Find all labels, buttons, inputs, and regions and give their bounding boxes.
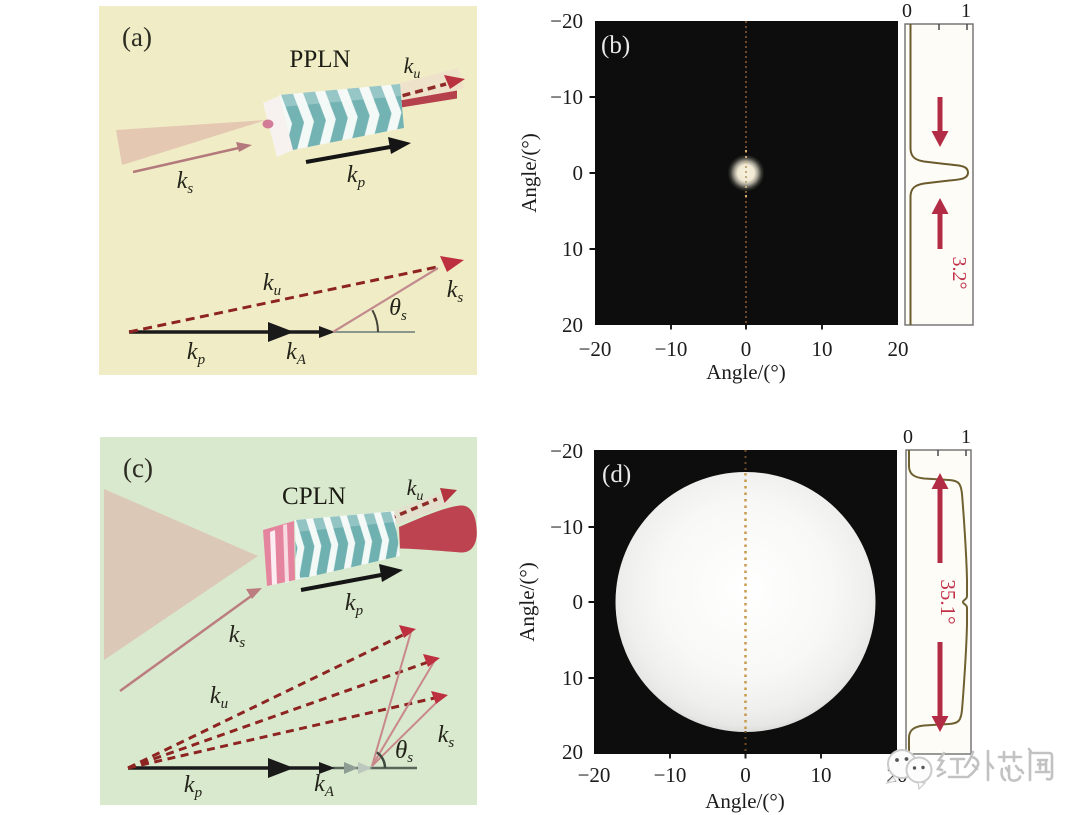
svg-text:10: 10	[812, 337, 833, 361]
svg-text:−20: −20	[550, 439, 583, 463]
svg-text:−10: −10	[550, 85, 583, 109]
svg-text:20: 20	[888, 337, 909, 361]
svg-text:20: 20	[562, 313, 583, 337]
svg-text:PPLN: PPLN	[289, 46, 350, 73]
svg-text:Angle/(°): Angle/(°)	[517, 133, 541, 213]
svg-text:(d): (d)	[602, 461, 631, 488]
svg-text:CPLN: CPLN	[282, 483, 346, 510]
svg-text:(b): (b)	[601, 32, 630, 59]
svg-text:3.2°: 3.2°	[948, 257, 970, 290]
svg-text:Angle/(°): Angle/(°)	[705, 789, 785, 813]
svg-text:1: 1	[961, 426, 971, 448]
svg-text:(c): (c)	[123, 453, 153, 483]
svg-text:−20: −20	[579, 337, 612, 361]
svg-text:0: 0	[902, 0, 912, 22]
svg-text:20: 20	[562, 740, 583, 764]
svg-text:−20: −20	[550, 9, 583, 33]
svg-text:10: 10	[562, 666, 583, 690]
svg-text:(a): (a)	[122, 22, 152, 52]
svg-text:−10: −10	[654, 763, 687, 787]
svg-text:0: 0	[573, 590, 584, 614]
svg-text:Angle/(°): Angle/(°)	[706, 360, 786, 384]
svg-text:35.1°: 35.1°	[936, 579, 960, 624]
svg-text:1: 1	[961, 0, 971, 22]
svg-text:0: 0	[740, 763, 751, 787]
svg-text:−10: −10	[550, 515, 583, 539]
svg-text:0: 0	[903, 426, 913, 448]
svg-text:10: 10	[811, 763, 832, 787]
svg-text:0: 0	[741, 337, 752, 361]
svg-text:0: 0	[573, 161, 584, 185]
svg-text:−10: −10	[655, 337, 688, 361]
svg-text:−20: −20	[578, 763, 611, 787]
svg-text:Angle/(°): Angle/(°)	[515, 562, 539, 642]
svg-text:10: 10	[562, 237, 583, 261]
